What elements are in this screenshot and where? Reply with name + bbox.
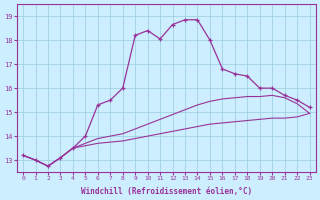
X-axis label: Windchill (Refroidissement éolien,°C): Windchill (Refroidissement éolien,°C) <box>81 187 252 196</box>
